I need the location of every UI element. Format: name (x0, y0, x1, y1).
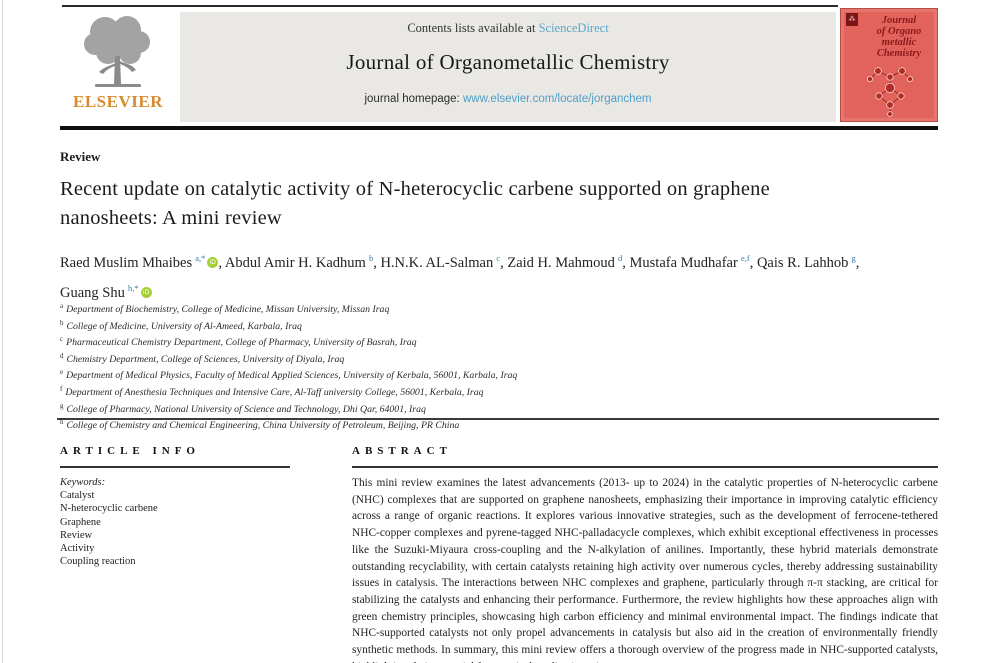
affiliation-line: f Department of Anesthesia Techniques and… (60, 383, 900, 400)
affiliation-line: h College of Chemistry and Chemical Engin… (60, 416, 900, 433)
keyword-item: Review (60, 529, 93, 541)
author-list: Raed Muslim Mhaibes a,* iD, Abdul Amir H.… (60, 253, 860, 301)
contents-line: Contents lists available at ScienceDirec… (180, 21, 836, 36)
affiliation-sup: f (60, 384, 63, 393)
homepage-line: journal homepage: www.elsevier.com/locat… (180, 93, 836, 105)
affiliation-sup: h (60, 418, 64, 427)
affiliation-text: Pharmaceutical Chemistry Department, Col… (66, 337, 417, 349)
journal-cover-thumbnail[interactable]: ⁂ Journal of Organo metallic Chemistry (840, 8, 938, 122)
author-name: H.N.K. AL-Salman (380, 255, 494, 271)
abstract-heading: ABSTRACT (352, 445, 452, 457)
cover-title-line: Chemistry (876, 48, 922, 59)
abstract-text: This mini review examines the latest adv… (352, 477, 938, 663)
author-name: Guang Shu (60, 285, 125, 301)
elsevier-logo[interactable]: ELSEVIER (58, 10, 178, 124)
affiliation-line: e Department of Medical Physics, Faculty … (60, 366, 900, 383)
keywords-items: Catalyst N-heterocyclic carbene Graphene Re… (60, 489, 310, 568)
author-affiliation-sup: b (366, 253, 374, 263)
keyword-item: Coupling reaction (60, 556, 136, 568)
article-info-rule (60, 466, 290, 468)
affiliation-sup: c (60, 335, 64, 344)
affiliation-line: d Chemistry Department, College of Scienc… (60, 350, 900, 367)
affiliation-line: g College of Pharmacy, National Universit… (60, 400, 900, 417)
author-affiliation-sup: a,* (193, 253, 206, 263)
cover-molecule-icon (855, 61, 925, 124)
affiliation-line: c Pharmaceutical Chemistry Department, Co… (60, 333, 900, 350)
affiliation-text: College of Medicine, University of Al-Am… (66, 320, 302, 332)
author-name: Raed Muslim Mhaibes (60, 255, 193, 271)
elsevier-tree-icon (58, 10, 178, 94)
author-affiliation-sup: e,f (738, 253, 750, 263)
affiliation-sup: a (60, 302, 64, 310)
article-title: Recent update on catalytic activity of N… (60, 178, 770, 229)
cover-title-line: of Organo (876, 26, 922, 37)
article-info-heading: ARTICLE INFO (60, 445, 200, 457)
affiliation-line: b College of Medicine, University of Al-A… (60, 317, 900, 334)
keyword-item: Catalyst (60, 490, 95, 502)
keyword-item: Activity (60, 543, 95, 555)
keywords-label: Keywords: (60, 477, 106, 488)
author-affiliation-sup: c (494, 253, 501, 263)
affiliation-sup: d (60, 351, 64, 360)
journal-title: Journal of Organometallic Chemistry (346, 50, 670, 74)
affiliation-line: a Department of Biochemistry, College of … (60, 300, 900, 317)
affiliation-sup: b (60, 318, 64, 327)
affiliation-sup: e (60, 368, 64, 377)
keyword-item: Graphene (60, 516, 101, 528)
affiliation-text: Department of Medical Physics, Faculty o… (66, 370, 518, 382)
sciencedirect-link[interactable]: ScienceDirect (538, 21, 609, 35)
author-affiliation-sup: h,* (125, 283, 139, 293)
affiliation-text: College of Chemistry and Chemical Engine… (66, 420, 460, 432)
header-bottom-rule (60, 126, 938, 130)
cover-title-line: metallic (881, 37, 917, 48)
author-affiliation-sup: d (615, 253, 623, 263)
contents-prefix: Contents lists available at (407, 21, 536, 35)
author-name: Abdul Amir H. Kadhum (224, 255, 366, 271)
abstract-rule (352, 466, 938, 468)
affiliation-text: Department of Anesthesia Techniques and … (65, 386, 484, 398)
author-name: Zaid H. Mahmoud (507, 255, 615, 271)
elsevier-wordmark: ELSEVIER (73, 92, 163, 111)
homepage-label: journal homepage: (364, 93, 460, 105)
author-affiliation-sup: g (849, 253, 856, 263)
affiliation-text: Chemistry Department, College of Science… (66, 353, 345, 365)
affiliation-sup: g (60, 401, 64, 410)
header-top-rule (62, 5, 838, 7)
affiliation-text: Department of Biochemistry, College of M… (66, 304, 390, 315)
keywords-block: Keywords: Catalyst N-heterocyclic carbene… (60, 476, 310, 568)
article-type-label: Review (60, 149, 101, 164)
author-name: Mustafa Mudhafar (629, 255, 738, 271)
author-name: Qais R. Lahhob (756, 255, 849, 271)
orcid-icon[interactable]: iD (207, 257, 219, 268)
cover-title: Journal of Organo metallic Chemistry (863, 15, 935, 59)
page-edge-line (2, 0, 3, 663)
orcid-icon[interactable]: iD (140, 287, 152, 298)
affiliation-list: a Department of Biochemistry, College of … (60, 300, 900, 433)
section-divider-rule (57, 418, 939, 420)
cover-title-line: Journal (881, 15, 917, 26)
homepage-link[interactable]: www.elsevier.com/locate/jorganchem (462, 93, 652, 105)
cover-elsevier-mark-icon: ⁂ (846, 13, 858, 26)
journal-banner: Contents lists available at ScienceDirec… (180, 12, 836, 122)
keyword-item: N-heterocyclic carbene (60, 503, 158, 515)
affiliation-text: College of Pharmacy, National University… (66, 403, 426, 415)
